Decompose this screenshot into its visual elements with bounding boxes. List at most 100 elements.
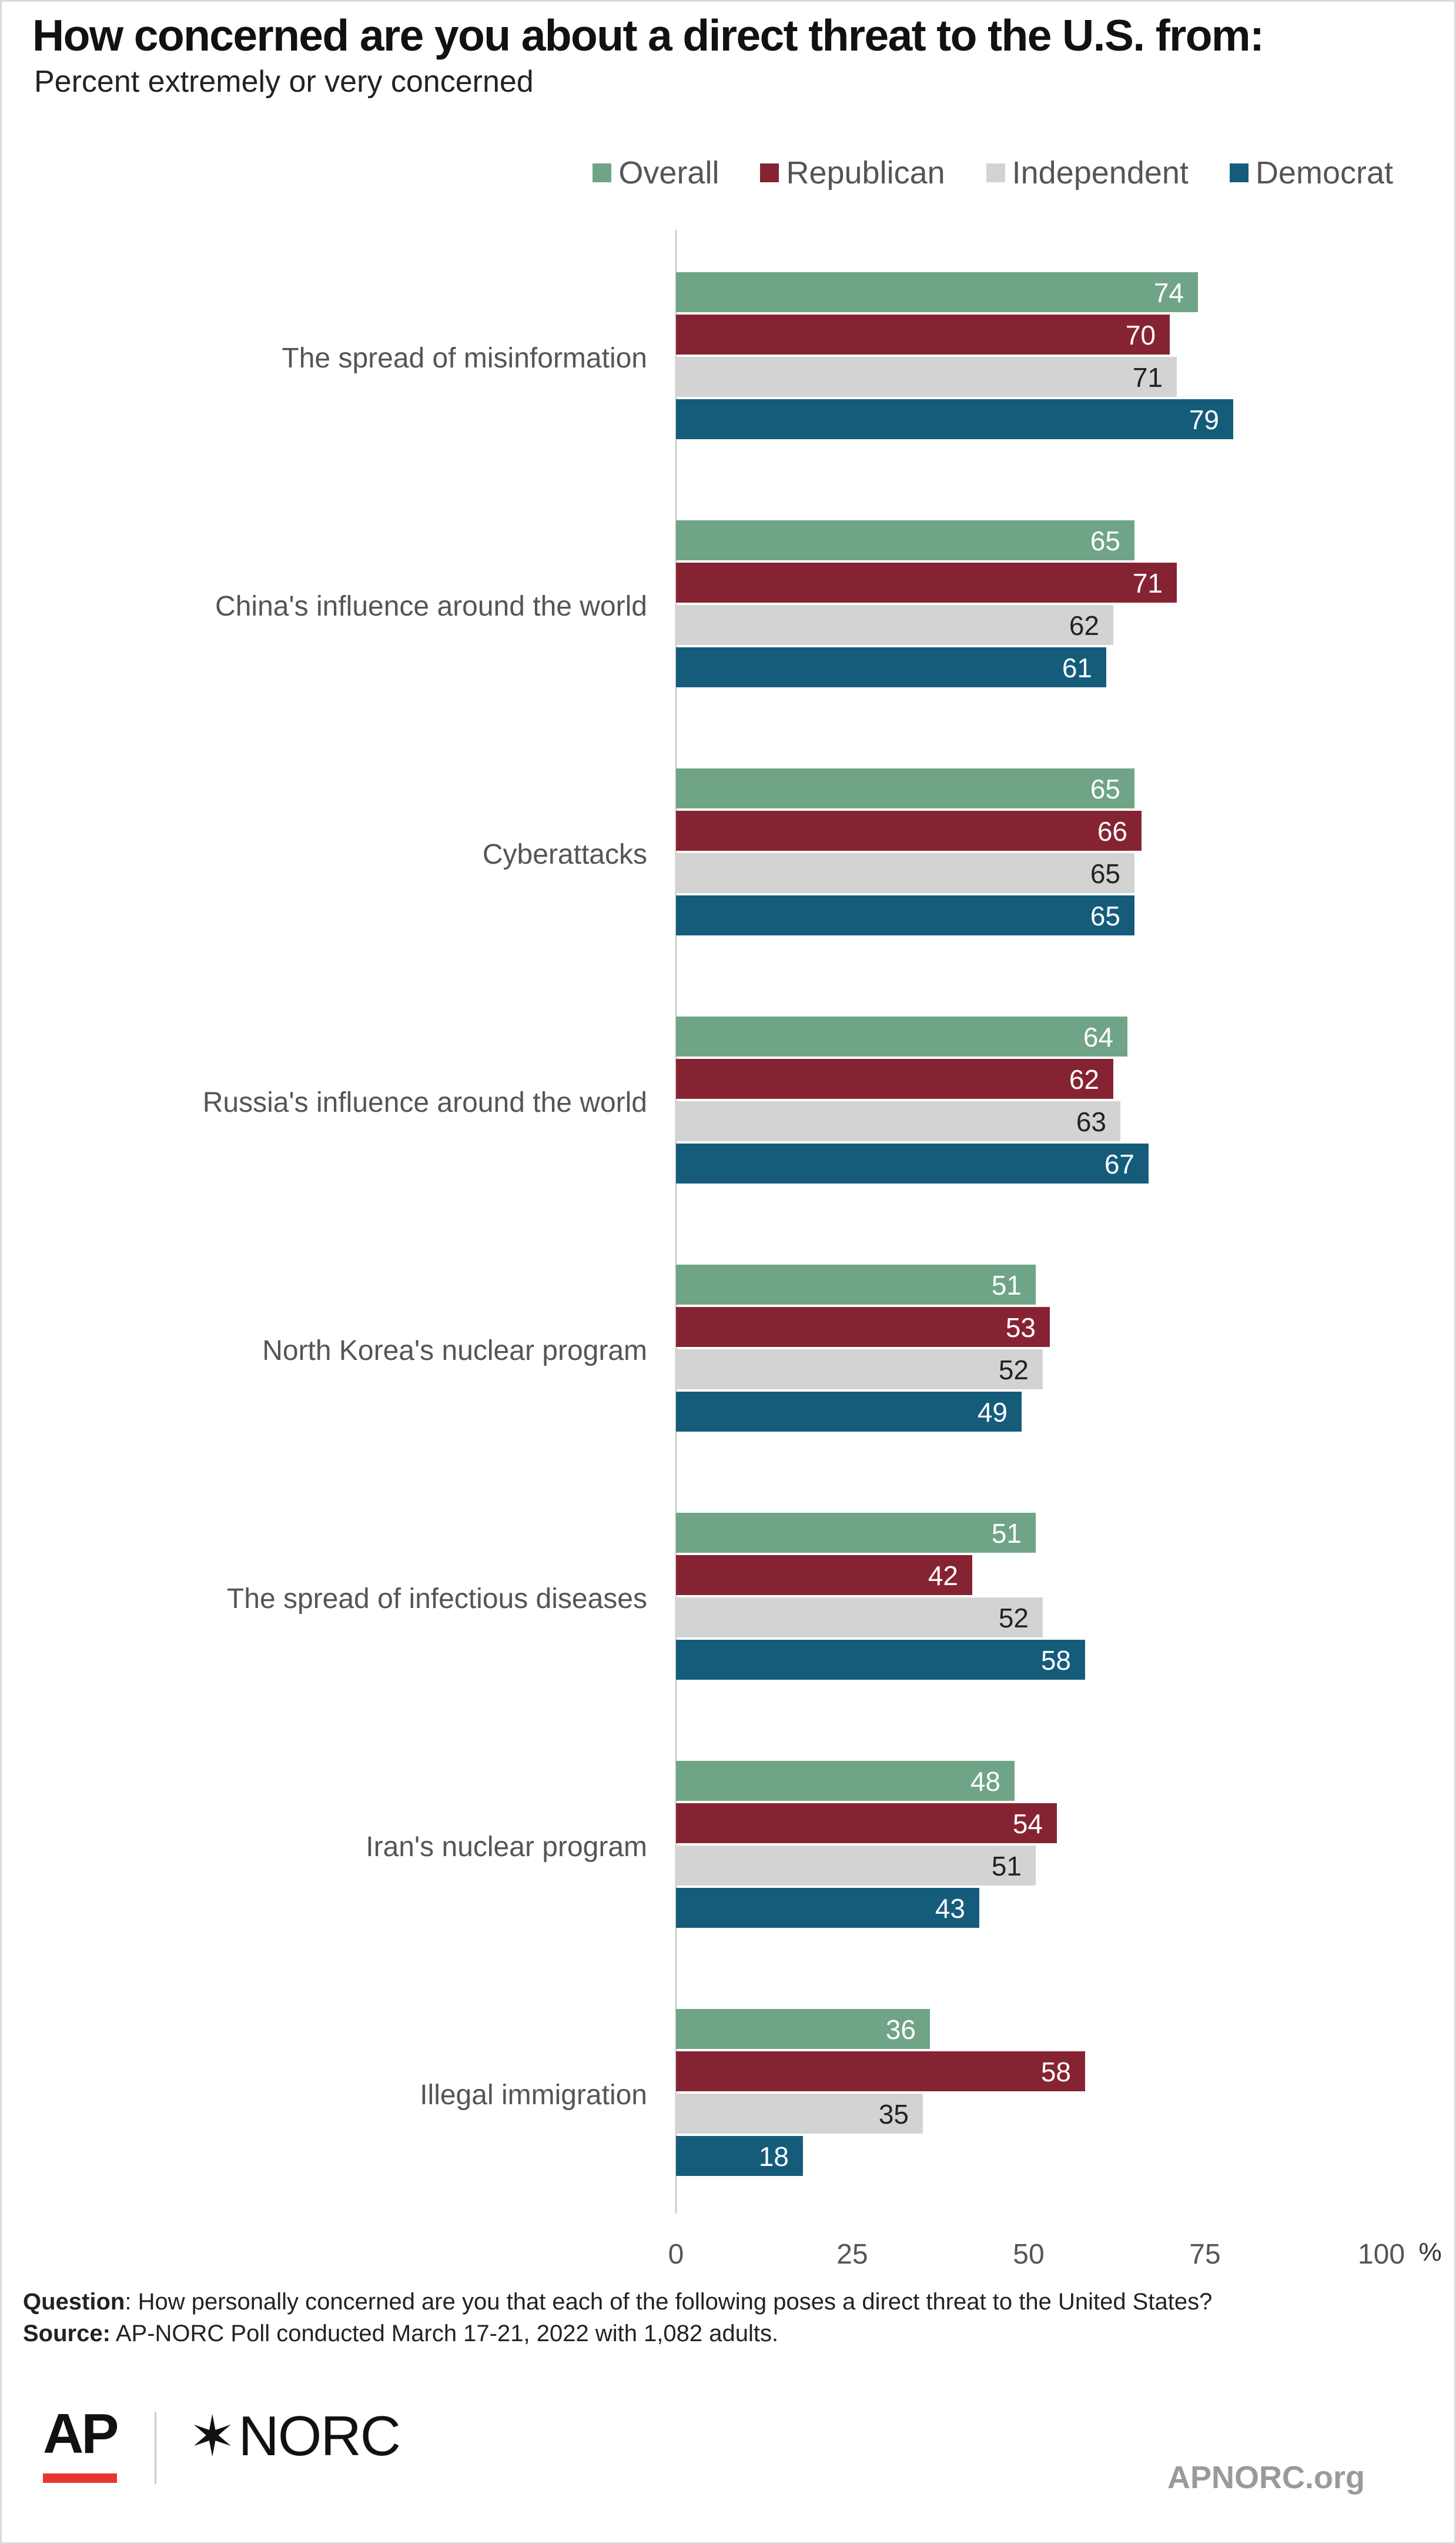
data-label: 51 (992, 1270, 1022, 1301)
bar-overall (676, 2009, 930, 2049)
data-label: 64 (1083, 1022, 1113, 1052)
data-label: 65 (1090, 774, 1120, 804)
legend-item-republican: Republican (760, 155, 945, 191)
data-label: 79 (1189, 405, 1219, 435)
bar-overall (676, 768, 1134, 808)
bar-independent (676, 605, 1113, 645)
question-label: Question (23, 2289, 125, 2315)
data-label: 49 (978, 1397, 1008, 1428)
legend-swatch-overall (593, 163, 612, 182)
legend-label-democrat: Democrat (1255, 155, 1393, 190)
question-text: : How personally concerned are you that … (125, 2289, 1213, 2315)
bar-independent (676, 357, 1177, 397)
norc-logo-text: NORC (238, 2405, 401, 2468)
bar-democrat (676, 647, 1106, 687)
data-label: 61 (1062, 653, 1092, 683)
bar-overall (676, 1513, 1036, 1553)
question-note: Question: How personally concerned are y… (23, 2286, 1212, 2318)
bar-independent (676, 1101, 1120, 1141)
bar-chart: The spread of misinformation 74 70 71 79 Chin… (203, 230, 1442, 2270)
bar-democrat (676, 1392, 1022, 1432)
bar-republican (676, 315, 1170, 355)
data-label: 71 (1133, 568, 1163, 599)
data-label: 67 (1104, 1149, 1134, 1179)
x-tick-label: 100 (1358, 2239, 1405, 2270)
data-label: 58 (1041, 2057, 1071, 2087)
bar-independent (676, 853, 1134, 893)
logo-divider (155, 2412, 156, 2484)
source-label: Source: (23, 2321, 111, 2346)
category-label: The spread of misinformation (282, 343, 647, 374)
bar-overall (676, 1265, 1036, 1305)
data-label: 53 (1006, 1312, 1036, 1343)
x-unit-label: % (1418, 2238, 1441, 2266)
bar-democrat (676, 1640, 1085, 1680)
legend-label-overall: Overall (618, 155, 719, 190)
legend-label-independent: Independent (1012, 155, 1189, 190)
x-tick-label: 75 (1189, 2239, 1220, 2270)
data-label: 43 (935, 1893, 965, 1924)
chart-subtitle: Percent extremely or very concerned (34, 65, 534, 99)
chart-title: How concerned are you about a direct thr… (32, 11, 1264, 60)
bar-independent (676, 2094, 923, 2134)
source-text: AP-NORC Poll conducted March 17-21, 2022… (110, 2321, 779, 2346)
data-label: 58 (1041, 1645, 1071, 1676)
legend-swatch-democrat (1229, 163, 1249, 182)
data-label: 65 (1090, 526, 1120, 556)
data-label: 36 (886, 2014, 916, 2045)
legend-label-republican: Republican (786, 155, 945, 190)
data-label: 51 (992, 1851, 1022, 1881)
bar-democrat (676, 1888, 979, 1928)
norc-logo: ✶ NORC (189, 2403, 401, 2469)
ap-logo-underline (43, 2473, 117, 2483)
category-label: Illegal immigration (420, 2080, 647, 2111)
bar-overall (676, 1017, 1127, 1057)
data-label: 54 (1013, 1808, 1043, 1839)
bar-republican (676, 1307, 1050, 1347)
data-label: 74 (1154, 278, 1184, 308)
bar-overall (676, 520, 1134, 560)
data-label: 70 (1126, 320, 1156, 350)
bar-independent (676, 1349, 1043, 1389)
data-label: 65 (1090, 901, 1120, 931)
site-url: APNORC.org (1167, 2460, 1365, 2495)
legend-swatch-independent (986, 163, 1005, 182)
category-label: Cyberattacks (483, 839, 647, 870)
data-label: 65 (1090, 858, 1120, 889)
category-label: China's influence around the world (215, 591, 647, 622)
data-label: 35 (879, 2099, 909, 2130)
bar-republican (676, 2051, 1085, 2091)
bar-republican (676, 811, 1142, 851)
bar-democrat (676, 2136, 803, 2176)
category-label: The spread of infectious diseases (227, 1583, 647, 1614)
data-label: 48 (970, 1766, 1000, 1797)
x-tick-label: 50 (1013, 2239, 1044, 2270)
bar-democrat (676, 1144, 1149, 1184)
data-label: 52 (999, 1603, 1029, 1633)
ap-logo: AP (43, 2402, 119, 2465)
data-label: 62 (1069, 1064, 1099, 1095)
bar-democrat (676, 399, 1233, 439)
category-label: North Korea's nuclear program (262, 1335, 647, 1366)
legend: Overall Republican Independent Democrat (593, 155, 1393, 191)
norc-star-icon: ✶ (189, 2405, 236, 2468)
bar-overall (676, 1761, 1015, 1801)
bar-republican (676, 1803, 1057, 1843)
category-label: Iran's nuclear program (366, 1831, 647, 1863)
data-label: 52 (999, 1355, 1029, 1385)
bar-democrat (676, 895, 1134, 935)
data-label: 18 (759, 2141, 789, 2172)
data-label: 62 (1069, 610, 1099, 641)
legend-swatch-republican (760, 163, 779, 182)
bar-independent (676, 1597, 1043, 1637)
x-tick-label: 0 (668, 2239, 684, 2270)
data-label: 71 (1133, 362, 1163, 393)
legend-item-independent: Independent (986, 155, 1189, 191)
bar-republican (676, 1059, 1113, 1099)
legend-item-democrat: Democrat (1229, 155, 1393, 191)
bar-overall (676, 272, 1198, 312)
data-label: 66 (1097, 816, 1127, 847)
category-label: Russia's influence around the world (203, 1087, 647, 1118)
data-label: 51 (992, 1518, 1022, 1549)
